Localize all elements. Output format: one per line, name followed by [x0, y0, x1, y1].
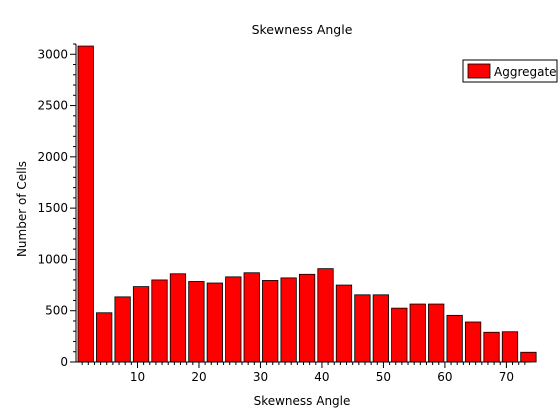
x-tick-label: 10 — [130, 370, 145, 384]
histogram-bar — [501, 331, 519, 363]
legend: Aggregate — [462, 59, 558, 83]
histogram-bar — [132, 286, 150, 363]
legend-label: Aggregate — [494, 65, 557, 79]
histogram-bar — [188, 281, 205, 363]
histogram-bar — [77, 45, 94, 363]
y-tick-label: 500 — [45, 304, 68, 318]
y-axis: 0 500 1000 1500 2000 2500 3000 — [37, 43, 76, 369]
histogram-bar — [169, 273, 187, 363]
bar-series — [77, 45, 537, 363]
histogram-bar — [520, 351, 537, 363]
histogram-bar — [335, 284, 353, 363]
chart-title: Skewness Angle — [252, 22, 353, 37]
y-tick-label: 2000 — [37, 150, 68, 164]
histogram-bar — [206, 282, 223, 363]
histogram-bar — [483, 331, 500, 363]
histogram-bar — [114, 296, 131, 363]
histogram-bar — [151, 279, 168, 363]
x-tick-label: 70 — [499, 370, 514, 384]
x-tick-label: 30 — [253, 370, 268, 384]
histogram-bar — [372, 294, 389, 363]
x-tick-label: 20 — [191, 370, 206, 384]
histogram-bar — [243, 272, 260, 363]
x-tick-label: 60 — [437, 370, 452, 384]
histogram-bar — [262, 280, 279, 363]
y-tick-label: 2500 — [37, 99, 68, 113]
histogram-bar — [280, 277, 297, 363]
histogram-bar — [317, 268, 334, 363]
y-axis-title: Number of Cells — [15, 161, 29, 257]
histogram-bar — [428, 303, 445, 363]
histogram-bar — [464, 321, 482, 363]
x-axis: 10 20 30 40 50 60 70 — [81, 362, 526, 384]
y-tick-label: 1000 — [37, 252, 68, 266]
x-tick-label: 50 — [376, 370, 391, 384]
x-axis-title: Skewness Angle — [254, 394, 351, 408]
y-tick-label: 0 — [60, 355, 68, 369]
legend-swatch — [467, 63, 491, 79]
histogram-bar — [391, 307, 408, 363]
histogram-bar — [446, 314, 463, 363]
histogram-bar — [409, 303, 426, 363]
y-tick-label: 1500 — [37, 201, 68, 215]
y-tick-label: 3000 — [37, 47, 68, 61]
histogram-bar — [96, 312, 113, 363]
histogram-bar — [298, 273, 316, 363]
x-tick-label: 40 — [314, 370, 329, 384]
histogram-bar — [225, 276, 242, 363]
histogram-bar — [354, 294, 371, 363]
